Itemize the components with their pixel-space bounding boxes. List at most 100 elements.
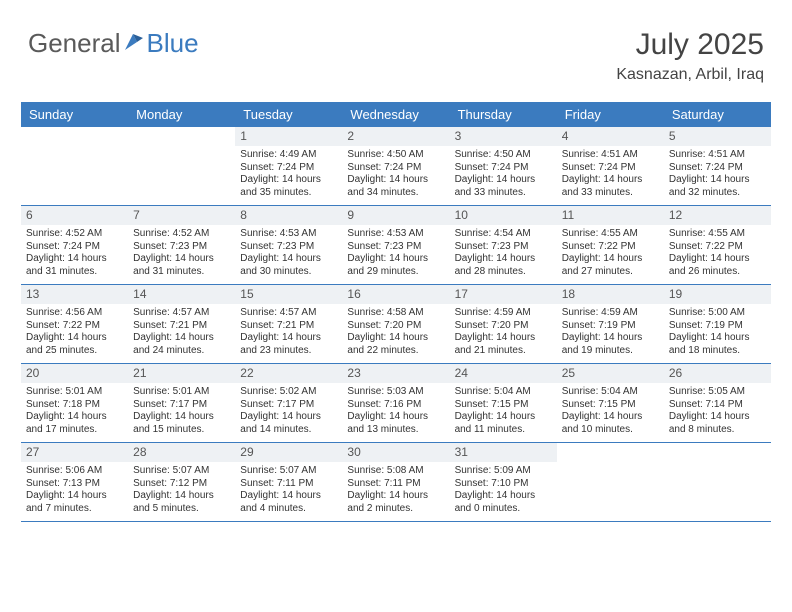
sunrise-text: Sunrise: 4:57 AM	[133, 307, 230, 320]
day-header: Monday	[128, 102, 235, 127]
day-cell: 5Sunrise: 4:51 AMSunset: 7:24 PMDaylight…	[664, 127, 771, 205]
sunset-text: Sunset: 7:23 PM	[133, 241, 230, 254]
daylight-text: and 2 minutes.	[347, 503, 444, 516]
day-cell: 13Sunrise: 4:56 AMSunset: 7:22 PMDayligh…	[21, 285, 128, 363]
day-number: 21	[128, 364, 235, 383]
day-cell: 15Sunrise: 4:57 AMSunset: 7:21 PMDayligh…	[235, 285, 342, 363]
sunset-text: Sunset: 7:17 PM	[133, 399, 230, 412]
day-header: Tuesday	[235, 102, 342, 127]
daylight-text: Daylight: 14 hours	[240, 253, 337, 266]
sunrise-text: Sunrise: 5:01 AM	[26, 386, 123, 399]
daylight-text: and 27 minutes.	[562, 266, 659, 279]
sunset-text: Sunset: 7:10 PM	[455, 478, 552, 491]
sunrise-text: Sunrise: 5:00 AM	[669, 307, 766, 320]
day-number: 15	[235, 285, 342, 304]
daylight-text: and 10 minutes.	[562, 424, 659, 437]
day-number: 3	[450, 127, 557, 146]
sunrise-text: Sunrise: 5:08 AM	[347, 465, 444, 478]
day-cell: 25Sunrise: 5:04 AMSunset: 7:15 PMDayligh…	[557, 364, 664, 442]
day-header: Saturday	[664, 102, 771, 127]
daylight-text: and 32 minutes.	[669, 187, 766, 200]
day-number: 14	[128, 285, 235, 304]
sunset-text: Sunset: 7:12 PM	[133, 478, 230, 491]
day-number: 22	[235, 364, 342, 383]
day-cell: 19Sunrise: 5:00 AMSunset: 7:19 PMDayligh…	[664, 285, 771, 363]
daylight-text: and 7 minutes.	[26, 503, 123, 516]
daylight-text: and 29 minutes.	[347, 266, 444, 279]
daylight-text: Daylight: 14 hours	[347, 174, 444, 187]
day-header: Thursday	[450, 102, 557, 127]
daylight-text: and 18 minutes.	[669, 345, 766, 358]
sunset-text: Sunset: 7:15 PM	[562, 399, 659, 412]
day-number: 25	[557, 364, 664, 383]
daylight-text: Daylight: 14 hours	[455, 174, 552, 187]
daylight-text: Daylight: 14 hours	[669, 411, 766, 424]
daylight-text: and 19 minutes.	[562, 345, 659, 358]
daylight-text: Daylight: 14 hours	[240, 174, 337, 187]
sunrise-text: Sunrise: 5:09 AM	[455, 465, 552, 478]
day-cell: 27Sunrise: 5:06 AMSunset: 7:13 PMDayligh…	[21, 443, 128, 521]
day-number: 18	[557, 285, 664, 304]
brand-logo: General Blue	[28, 28, 199, 59]
daylight-text: Daylight: 14 hours	[347, 411, 444, 424]
sunrise-text: Sunrise: 5:05 AM	[669, 386, 766, 399]
sunrise-text: Sunrise: 5:03 AM	[347, 386, 444, 399]
daylight-text: and 30 minutes.	[240, 266, 337, 279]
day-cell: 29Sunrise: 5:07 AMSunset: 7:11 PMDayligh…	[235, 443, 342, 521]
sunset-text: Sunset: 7:15 PM	[455, 399, 552, 412]
location-text: Kasnazan, Arbil, Iraq	[616, 66, 764, 84]
day-number: 8	[235, 206, 342, 225]
sunrise-text: Sunrise: 5:02 AM	[240, 386, 337, 399]
weeks-container: 1Sunrise: 4:49 AMSunset: 7:24 PMDaylight…	[21, 127, 771, 522]
daylight-text: Daylight: 14 hours	[562, 253, 659, 266]
day-number: 12	[664, 206, 771, 225]
sunset-text: Sunset: 7:14 PM	[669, 399, 766, 412]
day-cell: 12Sunrise: 4:55 AMSunset: 7:22 PMDayligh…	[664, 206, 771, 284]
day-number: 4	[557, 127, 664, 146]
sunset-text: Sunset: 7:21 PM	[240, 320, 337, 333]
daylight-text: Daylight: 14 hours	[26, 332, 123, 345]
sunset-text: Sunset: 7:22 PM	[669, 241, 766, 254]
sunset-text: Sunset: 7:20 PM	[347, 320, 444, 333]
day-cell: 21Sunrise: 5:01 AMSunset: 7:17 PMDayligh…	[128, 364, 235, 442]
daylight-text: and 21 minutes.	[455, 345, 552, 358]
sunset-text: Sunset: 7:22 PM	[26, 320, 123, 333]
sunrise-text: Sunrise: 4:49 AM	[240, 149, 337, 162]
sunset-text: Sunset: 7:24 PM	[669, 162, 766, 175]
daylight-text: and 28 minutes.	[455, 266, 552, 279]
daylight-text: Daylight: 14 hours	[455, 332, 552, 345]
daylight-text: Daylight: 14 hours	[455, 253, 552, 266]
day-cell: 4 Sunrise: 4:51 AMSunset: 7:24 PMDaylight…	[557, 127, 664, 205]
day-number: 11	[557, 206, 664, 225]
daylight-text: and 31 minutes.	[133, 266, 230, 279]
daylight-text: and 33 minutes.	[455, 187, 552, 200]
daylight-text: Daylight: 14 hours	[562, 174, 659, 187]
sunrise-text: Sunrise: 4:55 AM	[669, 228, 766, 241]
daylight-text: and 17 minutes.	[26, 424, 123, 437]
day-number: 16	[342, 285, 449, 304]
day-cell: 18Sunrise: 4:59 AMSunset: 7:19 PMDayligh…	[557, 285, 664, 363]
day-cell: 14Sunrise: 4:57 AMSunset: 7:21 PMDayligh…	[128, 285, 235, 363]
sunset-text: Sunset: 7:24 PM	[240, 162, 337, 175]
sunrise-text: Sunrise: 4:50 AM	[455, 149, 552, 162]
day-header: Sunday	[21, 102, 128, 127]
day-cell: 2Sunrise: 4:50 AMSunset: 7:24 PMDaylight…	[342, 127, 449, 205]
day-number: 26	[664, 364, 771, 383]
sunset-text: Sunset: 7:19 PM	[669, 320, 766, 333]
day-cell: 26 Sunrise: 5:05 AMSunset: 7:14 PMDayligh…	[664, 364, 771, 442]
day-cell	[664, 443, 771, 521]
sunrise-text: Sunrise: 4:52 AM	[26, 228, 123, 241]
sunset-text: Sunset: 7:16 PM	[347, 399, 444, 412]
daylight-text: Daylight: 14 hours	[26, 411, 123, 424]
daylight-text: Daylight: 14 hours	[240, 332, 337, 345]
sunrise-text: Sunrise: 4:53 AM	[347, 228, 444, 241]
day-cell: 10Sunrise: 4:54 AMSunset: 7:23 PMDayligh…	[450, 206, 557, 284]
sunrise-text: Sunrise: 4:51 AM	[669, 149, 766, 162]
sunrise-text: Sunrise: 4:59 AM	[455, 307, 552, 320]
sunrise-text: Sunrise: 4:51 AM	[562, 149, 659, 162]
week-row: 27Sunrise: 5:06 AMSunset: 7:13 PMDayligh…	[21, 443, 771, 522]
daylight-text: Daylight: 14 hours	[26, 253, 123, 266]
sunset-text: Sunset: 7:24 PM	[562, 162, 659, 175]
day-cell: 20Sunrise: 5:01 AMSunset: 7:18 PMDayligh…	[21, 364, 128, 442]
day-cell: 6Sunrise: 4:52 AMSunset: 7:24 PMDaylight…	[21, 206, 128, 284]
